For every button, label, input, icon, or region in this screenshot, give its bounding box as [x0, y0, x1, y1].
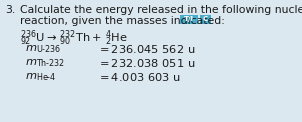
Text: $m_\mathregular{U\text{-}236}$: $m_\mathregular{U\text{-}236}$: [25, 43, 61, 55]
Text: $m_\mathregular{Th\text{-}232}$: $m_\mathregular{Th\text{-}232}$: [25, 57, 65, 69]
Text: $m_\mathregular{He\text{-}4}$: $m_\mathregular{He\text{-}4}$: [25, 71, 56, 83]
FancyBboxPatch shape: [179, 15, 198, 24]
Text: T/I: T/I: [184, 16, 194, 22]
Text: $= 236.045\ 562\ \mathrm{u}$: $= 236.045\ 562\ \mathrm{u}$: [97, 43, 195, 55]
Text: $= 4.003\ 603\ \mathrm{u}$: $= 4.003\ 603\ \mathrm{u}$: [97, 71, 181, 83]
Text: $^{236}_{92}\mathrm{U} \rightarrow\, ^{232}_{90}\mathrm{Th} + \,^{4}_{2}\mathrm{: $^{236}_{92}\mathrm{U} \rightarrow\, ^{2…: [20, 28, 128, 48]
Text: 3.: 3.: [5, 5, 15, 15]
Text: $= 232.038\ 051\ \mathrm{u}$: $= 232.038\ 051\ \mathrm{u}$: [97, 57, 195, 69]
Text: reaction, given the masses indicated:: reaction, given the masses indicated:: [20, 16, 225, 26]
FancyBboxPatch shape: [200, 15, 210, 24]
Text: Calculate the energy released in the following nuclear: Calculate the energy released in the fol…: [20, 5, 302, 15]
Text: C: C: [202, 16, 207, 22]
